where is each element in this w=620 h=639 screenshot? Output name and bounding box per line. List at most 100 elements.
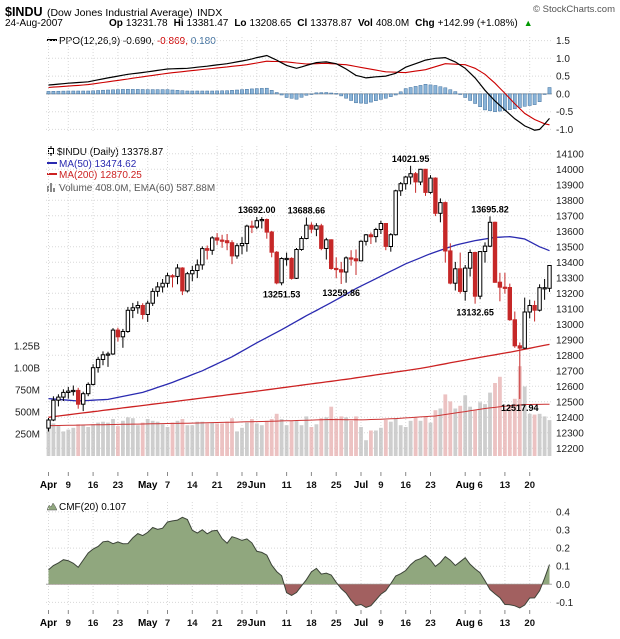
high-label: Hi: [173, 18, 184, 29]
svg-text:-0.1: -0.1: [556, 598, 574, 609]
cmf-panel-chart: 0.4 0.3 0.2 0.1 0.0 -0.1: [46, 502, 574, 609]
svg-text:13200: 13200: [556, 289, 584, 300]
svg-text:25: 25: [331, 480, 342, 491]
svg-text:Apr: Apr: [40, 618, 57, 629]
svg-text:7: 7: [165, 618, 170, 629]
svg-text:13132.65: 13132.65: [456, 308, 494, 318]
svg-text:12900: 12900: [556, 335, 584, 346]
svg-text:13500: 13500: [556, 242, 584, 253]
svg-text:-1.0: -1.0: [556, 125, 574, 136]
svg-text:18: 18: [306, 618, 317, 629]
svg-text:18: 18: [306, 480, 317, 491]
exchange-label: INDX: [197, 7, 223, 19]
svg-text:13100: 13100: [556, 304, 584, 315]
svg-text:20: 20: [524, 480, 535, 491]
svg-text:13259.86: 13259.86: [322, 288, 360, 298]
svg-text:12500: 12500: [556, 397, 584, 408]
svg-text:13600: 13600: [556, 227, 584, 238]
svg-text:0.5: 0.5: [556, 72, 570, 83]
svg-text:13800: 13800: [556, 196, 584, 207]
svg-text:-0.5: -0.5: [556, 107, 574, 118]
volume-legend: Volume 408.0M, EMA(60) 587.88M: [59, 182, 216, 194]
svg-text:12300: 12300: [556, 428, 584, 439]
svg-text:16: 16: [88, 618, 99, 629]
close-label: Cl: [297, 18, 308, 29]
svg-text:7: 7: [165, 480, 170, 491]
svg-text:9: 9: [378, 480, 383, 491]
svg-text:12800: 12800: [556, 351, 584, 362]
ma200-legend: MA(200) 12870.25: [59, 170, 142, 181]
svg-text:1.0: 1.0: [556, 54, 570, 65]
svg-text:13300: 13300: [556, 273, 584, 284]
ppo-line-sample-icon: [47, 39, 57, 41]
svg-text:13900: 13900: [556, 180, 584, 191]
svg-text:1.00B: 1.00B: [14, 364, 40, 375]
ppo-legend: PPO(12,26,9) -0.690, -0.869, 0.180: [47, 36, 216, 47]
svg-text:14100: 14100: [556, 149, 584, 160]
quote-line: 24-Aug-2007 Op 13231.78 Hi 13381.47 Lo 13208.6…: [5, 18, 617, 29]
ppo-histogram-value: 0.180: [190, 36, 216, 47]
svg-text:May: May: [138, 618, 158, 629]
svg-text:12200: 12200: [556, 444, 584, 455]
svg-text:13695.82: 13695.82: [471, 204, 509, 214]
svg-text:0.2: 0.2: [556, 544, 570, 555]
svg-text:14: 14: [187, 480, 198, 491]
svg-text:14021.95: 14021.95: [392, 154, 430, 164]
svg-text:1.25B: 1.25B: [14, 342, 40, 353]
cmf-label: CMF(20) 0.107: [59, 502, 127, 513]
svg-text:Jul: Jul: [354, 618, 369, 629]
change-value: +142.99 (+1.08%): [437, 18, 518, 29]
quote-date: 24-Aug-2007: [5, 18, 63, 29]
svg-text:12517.94: 12517.94: [501, 403, 539, 413]
header-line: $INDU (Dow Jones Industrial Average) IND…: [5, 3, 617, 19]
symbol-name: (Dow Jones Industrial Average): [46, 7, 193, 19]
open-value: 13231.78: [125, 18, 168, 29]
svg-text:13688.66: 13688.66: [288, 206, 326, 216]
svg-text:13000: 13000: [556, 320, 584, 331]
svg-text:11: 11: [282, 618, 293, 629]
svg-text:Aug: Aug: [455, 618, 474, 629]
svg-text:0.3: 0.3: [556, 526, 570, 537]
svg-text:29: 29: [237, 618, 248, 629]
svg-text:14000: 14000: [556, 165, 584, 176]
open-label: Op: [109, 18, 123, 29]
change-up-arrow-icon: ▲: [523, 18, 533, 28]
price-legend-title-row: $INDU (Daily) 13378.87: [47, 146, 215, 159]
volume-label: Vol: [357, 18, 373, 29]
high-value: 13381.47: [186, 18, 229, 29]
svg-text:6: 6: [477, 618, 482, 629]
x-axis-labels-bottom: Apr 9 16 23 May 7 14 21 29 Jun 11 18 25 Jul 9 16 23 Aug 6 1…: [40, 610, 535, 629]
svg-text:1.5: 1.5: [556, 36, 570, 47]
price-panel-chart: 12200 12300 12400 12500 12600 12700 12800 12900…: [14, 146, 584, 456]
svg-text:16: 16: [400, 480, 411, 491]
svg-text:Jun: Jun: [248, 480, 266, 491]
svg-text:20: 20: [524, 618, 535, 629]
svg-text:12600: 12600: [556, 382, 584, 393]
ma50-legend-row: MA(50) 13474.62: [47, 159, 215, 171]
ma50-line-sample-icon: [47, 161, 57, 164]
svg-text:13400: 13400: [556, 258, 584, 269]
svg-text:750M: 750M: [15, 386, 40, 397]
low-label: Lo: [234, 18, 247, 29]
svg-text:Jul: Jul: [354, 480, 369, 491]
svg-text:Apr: Apr: [40, 480, 57, 491]
volume-value: 408.0M: [375, 18, 410, 29]
svg-text:23: 23: [113, 480, 124, 491]
svg-text:14: 14: [187, 618, 198, 629]
svg-text:May: May: [138, 480, 158, 491]
svg-text:12700: 12700: [556, 366, 584, 377]
ppo-panel-chart: 1.5 1.0 0.5 0.0 -0.5 -1.0: [46, 36, 574, 136]
low-value: 13208.65: [249, 18, 292, 29]
change-label: Chg: [415, 18, 435, 29]
svg-text:16: 16: [88, 480, 99, 491]
ma50-legend: MA(50) 13474.62: [59, 158, 137, 170]
ma200-legend-row: MA(200) 12870.25: [47, 170, 215, 182]
svg-text:23: 23: [113, 618, 124, 629]
svg-text:500M: 500M: [15, 408, 40, 419]
price-legend: $INDU (Daily) 13378.87 MA(50) 13474.62 M…: [47, 146, 215, 194]
svg-text:13: 13: [500, 618, 511, 629]
svg-text:13: 13: [500, 480, 511, 491]
ppo-label: PPO(12,26,9) -0.690,: [59, 36, 155, 47]
svg-text:9: 9: [66, 618, 71, 629]
